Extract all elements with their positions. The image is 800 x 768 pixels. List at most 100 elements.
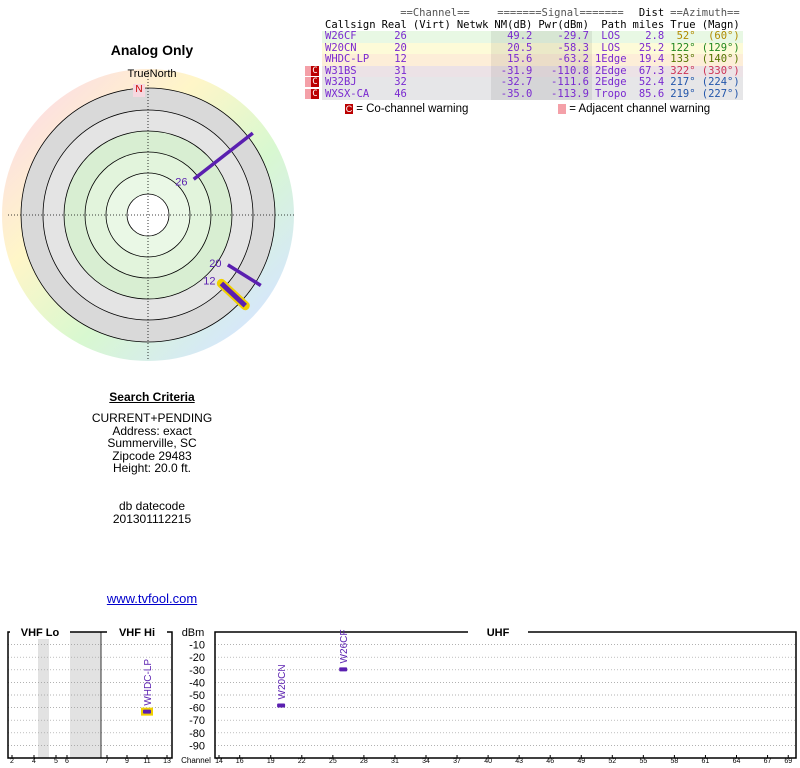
x-tick-label: 67	[764, 758, 772, 765]
cell: 1Edge	[594, 53, 627, 65]
adj-icon	[305, 65, 311, 76]
empty-cell	[454, 31, 492, 43]
y-tick-label: -20	[189, 652, 205, 664]
header-bg	[10, 625, 70, 639]
cell: 31	[394, 64, 407, 77]
empty-cell	[454, 54, 492, 66]
empty-cell	[454, 89, 492, 101]
header-bg	[468, 625, 528, 639]
title: Analog Only	[110, 42, 194, 58]
column-header: (Virt)	[412, 18, 451, 31]
empty-cell	[410, 89, 454, 101]
column-header: Real	[381, 18, 407, 31]
co-icon: C	[311, 88, 319, 99]
cell: 52.4	[638, 76, 665, 88]
north-label: TrueNorth	[127, 68, 177, 80]
x-tick-label: 69	[784, 758, 792, 765]
station-row: W26CF 26 49.2 -29.7 LOS 2.8 52° (60°)	[322, 30, 743, 43]
station-label: W20CN	[277, 664, 288, 699]
empty-cell	[410, 77, 454, 89]
x-tick-label: 4	[32, 758, 36, 765]
x-tick-label: 52	[608, 758, 616, 765]
cell: 52°	[676, 30, 696, 42]
cell: 15.6	[491, 53, 536, 66]
cell: -29.7	[535, 30, 592, 43]
x-tick-label: 14	[215, 758, 223, 765]
station-row: W31BS 31 -31.9 -110.8 2Edge 67.3 322° (330°)	[322, 64, 743, 78]
site-link[interactable]: www.tvfool.com	[106, 591, 198, 606]
cell: 19.4	[638, 53, 665, 65]
cell: W26CF	[325, 30, 357, 42]
cell: -110.8	[535, 65, 592, 77]
ray-label: 26	[175, 177, 187, 189]
ray	[219, 281, 247, 308]
x-tick-label: 40	[484, 758, 492, 765]
warning: C	[305, 65, 321, 77]
db-line: 201301112215	[112, 512, 192, 526]
criteria-line: Zipcode 29483	[112, 448, 192, 463]
cell: 12	[394, 53, 407, 65]
y-tick-label: -10	[189, 640, 205, 652]
cell: W32BJ	[325, 76, 357, 88]
criteria-line: Address: exact	[112, 423, 192, 438]
column-header: Callsign	[325, 18, 376, 31]
cell: Tropo	[594, 87, 627, 100]
cell: 26	[394, 30, 407, 42]
y-axis-label: dBm	[182, 627, 205, 639]
adj-text: = Adjacent channel warning	[569, 103, 711, 115]
group-header: ==Channel==	[400, 7, 470, 19]
station-label: WHDC-LP	[143, 659, 154, 706]
y-tick-label: -50	[189, 690, 205, 702]
x-tick-label: 28	[360, 758, 368, 765]
x-tick-label: 5	[54, 758, 58, 765]
station-row: W20CN 20 20.5 -58.3 LOS 25.2 122° (129°)	[322, 41, 743, 54]
y-tick-label: -60	[189, 703, 205, 715]
header-bg	[107, 625, 167, 639]
x-tick-label: 58	[671, 758, 679, 765]
cell: W20CN	[325, 41, 357, 54]
search-title: Search Criteria	[109, 390, 195, 404]
cell: 46	[394, 87, 407, 100]
cell: 219°	[670, 87, 696, 100]
x-tick-label: 22	[298, 758, 306, 765]
station-row: WHDC-LP 12 15.6 -63.2 1Edge 19.4 133° (140°)	[322, 53, 743, 66]
cell: 122°	[670, 41, 696, 54]
group-header-row: ==Channel== =======Signal======= Dist ==Azi…	[322, 7, 743, 20]
cell: 2Edge	[594, 64, 627, 77]
criteria-line: CURRENT+PENDING	[91, 411, 213, 425]
cell: 2.8	[645, 30, 665, 42]
criteria-line: Height: 20.0 ft.	[112, 461, 192, 475]
section-header: VHF Hi	[119, 627, 155, 639]
column-header: Path	[601, 18, 627, 31]
co-icon: C	[311, 65, 319, 76]
x-tick-label: 46	[546, 758, 554, 765]
empty-cell	[410, 66, 454, 78]
cell: -113.9	[535, 88, 592, 100]
x-tick-label: 16	[236, 758, 244, 765]
x-tick-label: 34	[422, 758, 430, 765]
cell: 2Edge	[594, 76, 627, 88]
co-icon: C	[311, 77, 319, 87]
cell: -35.0	[491, 88, 536, 100]
signal-marker	[143, 709, 151, 714]
cell: (330°)	[701, 64, 740, 77]
x-tick-label: 19	[267, 758, 275, 765]
cell: -58.3	[535, 42, 592, 54]
column-header: Netwk	[456, 18, 489, 31]
ray	[226, 263, 262, 287]
x-tick-label: 11	[143, 758, 150, 765]
cell: (224°)	[701, 76, 740, 88]
adj-icon	[305, 77, 311, 87]
group-header: =======Signal=======	[497, 7, 624, 19]
cell: (60°)	[708, 30, 740, 42]
column-header: NM(dB)	[494, 18, 533, 31]
warning: C	[305, 88, 321, 100]
co-icon: C	[345, 103, 353, 114]
station-row: WXSX-CA 46 -35.0 -113.9 Tropo 85.6 219° (227°)	[322, 87, 743, 101]
x-tick-label: 49	[577, 758, 585, 765]
column-header: Pwr(dBm)	[538, 18, 589, 31]
empty-cell	[454, 66, 492, 78]
db-info: db datecode 201301112215	[52, 500, 252, 526]
ray-label: 20	[209, 258, 221, 270]
